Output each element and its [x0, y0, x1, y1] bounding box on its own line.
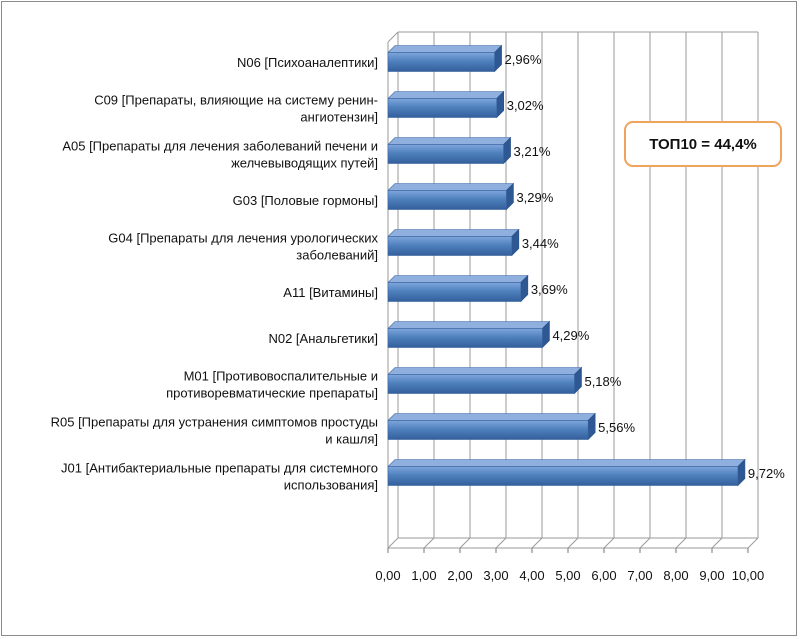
category-label: и кашля]: [325, 432, 378, 447]
bar: [387, 52, 495, 72]
floor-line: [711, 537, 723, 549]
category-label: A11 [Витамины]: [283, 285, 378, 300]
tick-label: 8,00: [663, 568, 688, 583]
floor-line: [603, 537, 615, 549]
category-label: заболеваний]: [296, 248, 378, 263]
category-label: G03 [Половые гормоны]: [233, 193, 378, 208]
tick-label: 1,00: [411, 568, 436, 583]
value-label: 3,69%: [531, 282, 568, 297]
bar-top: [387, 367, 583, 375]
bar-top: [387, 45, 503, 53]
bar: [387, 144, 504, 164]
tick-label: 2,00: [447, 568, 472, 583]
category-label: желчевыводящих путей]: [231, 156, 378, 171]
tick-label: 6,00: [591, 568, 616, 583]
category-label: противоревматические препараты]: [166, 386, 378, 401]
floor-line: [639, 537, 651, 549]
category-label: использования]: [284, 478, 378, 493]
value-label: 3,21%: [514, 144, 551, 159]
category-label: R05 [Препараты для устранения симптомов …: [51, 415, 378, 430]
category-label: N02 [Анальгетики]: [268, 331, 378, 346]
category-label: M01 [Противовоспалительные и: [184, 369, 378, 384]
bar-top: [387, 229, 520, 237]
value-label: 3,02%: [507, 98, 544, 113]
tick-label: 10,00: [732, 568, 765, 583]
tick-label: 3,00: [483, 568, 508, 583]
category-label: C09 [Препараты, влияющие на систему рени…: [94, 93, 378, 108]
value-label: 9,72%: [748, 466, 785, 481]
value-label: 3,29%: [516, 190, 553, 205]
floor-line: [675, 537, 687, 549]
category-label: A05 [Препараты для лечения заболеваний п…: [62, 139, 378, 154]
bar: [387, 374, 575, 394]
bar-top: [387, 413, 596, 421]
bar: [387, 466, 739, 486]
category-label: G04 [Препараты для лечения урологических: [108, 231, 378, 246]
value-label: 4,29%: [552, 328, 589, 343]
tick-label: 7,00: [627, 568, 652, 583]
bar-top: [387, 137, 512, 145]
floor-line: [459, 537, 471, 549]
bar-top: [387, 275, 529, 283]
bar: [387, 236, 513, 256]
bar: [387, 282, 522, 302]
tick-label: 0,00: [375, 568, 400, 583]
tick-label: 5,00: [555, 568, 580, 583]
bar: [387, 190, 507, 210]
value-label: 5,18%: [584, 374, 621, 389]
category-label: ангиотензин]: [300, 110, 378, 125]
left-wall-top: [387, 31, 399, 43]
top10-badge: ТОП10 = 44,4%: [624, 121, 782, 167]
value-label: 5,56%: [598, 420, 635, 435]
bar: [387, 98, 498, 118]
category-label: J01 [Антибактериальные препараты для сис…: [61, 461, 378, 476]
floor-line: [747, 537, 759, 549]
tick-label: 4,00: [519, 568, 544, 583]
floor-line: [495, 537, 507, 549]
category-label: N06 [Психоаналептики]: [237, 55, 378, 70]
bar-top: [387, 183, 515, 191]
floor-line: [531, 537, 543, 549]
value-label: 2,96%: [505, 52, 542, 67]
floor-line: [423, 537, 435, 549]
bar-top: [387, 91, 505, 99]
floor-line: [567, 537, 579, 549]
bar: [387, 328, 543, 348]
bar-top: [387, 459, 746, 467]
tick-label: 9,00: [699, 568, 724, 583]
floor-line: [387, 537, 399, 549]
bar: [387, 420, 589, 440]
bar-top: [387, 321, 551, 329]
value-label: 3,44%: [522, 236, 559, 251]
